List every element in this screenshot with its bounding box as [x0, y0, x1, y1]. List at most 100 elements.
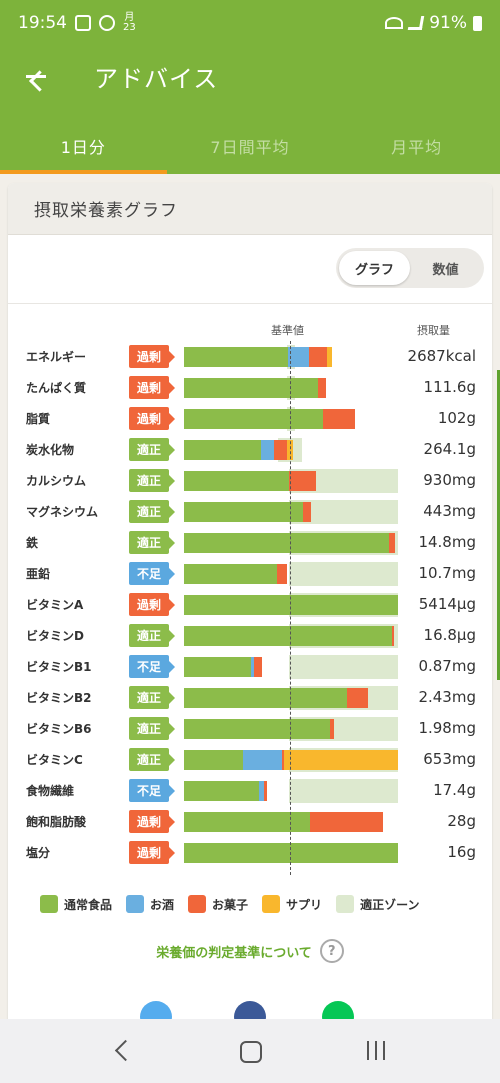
- criteria-link[interactable]: 栄養価の判定基準について ?: [8, 939, 492, 963]
- intake-value: 17.4g: [433, 781, 476, 799]
- nutrient-label: ビタミンA: [26, 598, 84, 612]
- legend-swatch: [336, 895, 355, 913]
- nutrient-row: 食物繊維 不足 17.4g: [8, 775, 492, 806]
- intake-value: 5414μg: [418, 595, 476, 613]
- bar-track: [184, 562, 398, 586]
- tab-seven-day-average[interactable]: 7日間平均: [210, 138, 290, 157]
- baseline-header: 基準値: [271, 324, 304, 337]
- calendar-date: 月 23: [123, 12, 136, 33]
- scroll-indicator: [497, 370, 500, 680]
- bar-segment: [282, 750, 284, 770]
- legend-label: お酒: [150, 897, 175, 912]
- bar-segment: [184, 719, 330, 739]
- status-badge: 過剰: [129, 841, 175, 864]
- clock: 19:54: [18, 13, 67, 33]
- intake-value: 653mg: [423, 750, 476, 768]
- bar-segment: [273, 440, 287, 460]
- intake-value: 10.7mg: [418, 564, 476, 582]
- bar-segment: [184, 688, 347, 708]
- baseline-line: [290, 341, 291, 875]
- graph-toggle-button[interactable]: グラフ: [339, 251, 410, 285]
- numbers-toggle-button[interactable]: 数値: [432, 262, 459, 278]
- status-badge: 不足: [129, 779, 175, 802]
- intake-value: 1.98mg: [418, 719, 476, 737]
- bar-segment: [261, 440, 274, 460]
- nutrient-label: エネルギー: [26, 350, 87, 364]
- tab-monthly-average[interactable]: 月平均: [391, 138, 443, 157]
- status-badge: 過剰: [129, 593, 175, 616]
- bar-segment: [310, 812, 383, 832]
- bar-track: [184, 779, 398, 803]
- bar-segment: [184, 595, 398, 615]
- bar-segment: [283, 750, 398, 770]
- tab-one-day[interactable]: 1日分: [0, 106, 167, 174]
- back-arrow-icon[interactable]: [20, 58, 56, 94]
- bar-track: [184, 469, 398, 493]
- status-badge: 適正: [129, 624, 175, 647]
- bar-segment: [323, 409, 356, 429]
- intake-value: 443mg: [423, 502, 476, 520]
- bar-segment: [242, 750, 283, 770]
- nutrient-label: ビタミンC: [26, 753, 83, 767]
- bar-track: [184, 748, 398, 772]
- bar-segment: [286, 440, 294, 460]
- intake-value: 16g: [447, 843, 476, 861]
- bar-segment: [391, 626, 394, 646]
- battery-icon: [473, 15, 482, 31]
- nutrient-label: カルシウム: [26, 474, 87, 488]
- help-icon[interactable]: ?: [319, 939, 344, 963]
- nutrient-label: 脂質: [26, 412, 51, 426]
- bar-track: [184, 593, 398, 617]
- legend: 通常食品 お酒 お菓子 サプリ 適正ゾーン: [40, 895, 419, 913]
- nutrient-row: エネルギー 過剰 2687kcal: [8, 341, 492, 372]
- nutrient-label: 食物繊維: [26, 784, 75, 798]
- page-title: アドバイス: [94, 64, 219, 93]
- nutrient-row: 塩分 過剰 16g: [8, 837, 492, 868]
- bar-track: [184, 686, 398, 710]
- bar-segment: [302, 502, 312, 522]
- nutrient-row: ビタミンB6 適正 1.98mg: [8, 713, 492, 744]
- legend-swatch: [40, 895, 58, 913]
- bar-track: [184, 531, 398, 555]
- bar-segment: [264, 781, 268, 801]
- nav-home-icon[interactable]: [235, 1036, 265, 1066]
- bar-segment: [184, 440, 262, 460]
- nutrient-row: ビタミンD 適正 16.8μg: [8, 620, 492, 651]
- bar-segment: [184, 378, 318, 398]
- nutrient-label: マグネシウム: [26, 505, 99, 519]
- bar-segment: [184, 564, 278, 584]
- bar-segment: [184, 812, 311, 832]
- bar-track: [184, 717, 398, 741]
- nutrient-row: ビタミンB1 不足 0.87mg: [8, 651, 492, 682]
- nutrient-row: 鉄 適正 14.8mg: [8, 527, 492, 558]
- status-badge: 適正: [129, 500, 175, 523]
- status-badge: 適正: [129, 717, 175, 740]
- intake-value: 930mg: [423, 471, 476, 489]
- adequate-zone: [288, 655, 398, 679]
- nav-back-icon[interactable]: [108, 1036, 138, 1066]
- status-badge: 適正: [129, 748, 175, 771]
- bar-segment: [389, 533, 395, 553]
- bar-segment: [184, 533, 390, 553]
- legend-item: サプリ: [262, 895, 322, 913]
- adequate-zone: [288, 779, 398, 803]
- period-tabs: 1日分 7日間平均 月平均: [0, 106, 500, 174]
- nav-recent-apps-icon[interactable]: [362, 1036, 392, 1066]
- bar-track: [184, 500, 398, 524]
- status-badge: 過剰: [129, 407, 175, 430]
- nutrient-label: 炭水化物: [26, 443, 75, 457]
- bar-segment: [329, 719, 334, 739]
- system-nav-bar: [0, 1019, 500, 1083]
- nutrient-row: たんぱく質 過剰 111.6g: [8, 372, 492, 403]
- nutrient-row: 亜鉛 不足 10.7mg: [8, 558, 492, 589]
- status-badge: 適正: [129, 686, 175, 709]
- legend-label: 適正ゾーン: [360, 897, 420, 912]
- wifi-icon: [385, 17, 404, 29]
- status-badge: 不足: [129, 562, 175, 585]
- nutrient-row: 炭水化物 適正 264.1g: [8, 434, 492, 465]
- nutrient-label: ビタミンB6: [26, 722, 92, 736]
- bar-segment: [317, 378, 327, 398]
- nutrient-label: ビタミンB1: [26, 660, 92, 674]
- battery-percent: 91%: [429, 13, 467, 33]
- nutrient-row: 脂質 過剰 102g: [8, 403, 492, 434]
